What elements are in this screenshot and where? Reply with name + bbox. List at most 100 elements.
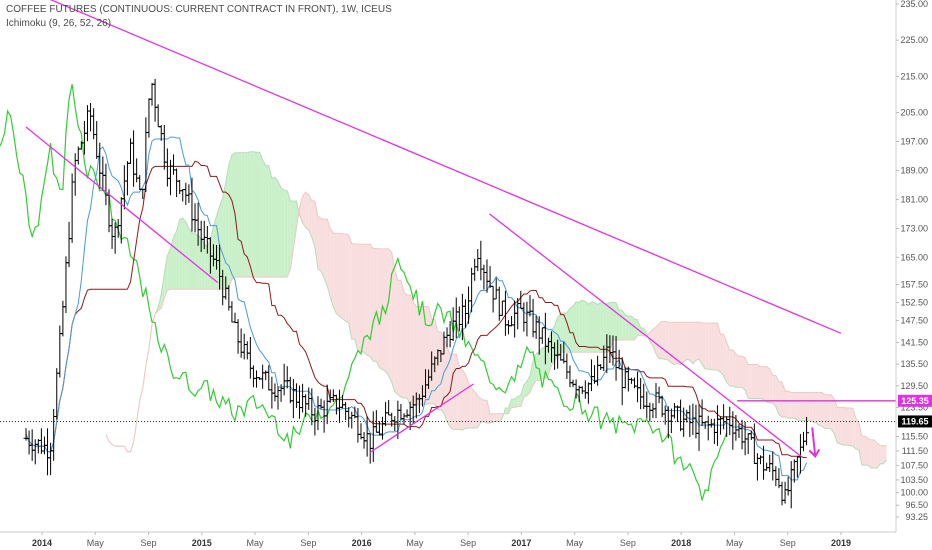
cloud-segment (674, 322, 678, 365)
cloud-segment (683, 322, 687, 362)
cloud-segment (788, 391, 792, 419)
cloud-segment (530, 360, 534, 393)
cloud-segment (717, 322, 721, 373)
cloud-segment (443, 337, 448, 422)
cloud-segment (849, 408, 853, 447)
cloud-segment (330, 228, 334, 308)
cloud-segment (191, 232, 196, 290)
cloud-segment (591, 302, 595, 353)
cloud-segment (772, 375, 776, 407)
cloud-segment (659, 321, 663, 359)
cloud-segment (757, 364, 761, 399)
cloud-segment (705, 322, 709, 370)
cloud-segment (794, 392, 798, 420)
cloud-segment (785, 391, 789, 419)
cloud-segment (287, 190, 291, 278)
y-tick-label: 111.50 (902, 446, 928, 456)
cloud-segment (868, 438, 872, 469)
cloud-segment (333, 233, 337, 314)
cloud-segment (385, 248, 389, 376)
cloud-segment (837, 407, 841, 444)
cloud-segment (542, 347, 546, 379)
y-tick-label: 123.50 (900, 403, 928, 413)
cloud-segment (400, 280, 405, 398)
indicator-label: Ichimoku (9, 26, 52, 26) (6, 18, 111, 29)
y-tick-label: 107.50 (900, 460, 928, 470)
cloud-segment (871, 439, 875, 469)
cloud-segment (425, 306, 429, 405)
cloud-segment (557, 312, 561, 357)
cloud-segment (883, 445, 887, 464)
cloud-segment (471, 388, 475, 428)
cloud-segment (505, 408, 509, 414)
cloud-segment (554, 317, 558, 362)
cloud-segment (453, 354, 457, 430)
cloud-segment (419, 306, 423, 405)
cloud-segment (619, 310, 623, 341)
cloud-segment (600, 302, 604, 353)
current-price-tag: 119.65 (898, 415, 932, 428)
x-tick-label: 2016 (352, 538, 372, 548)
x-tick-label: May (726, 538, 744, 548)
y-tick-label: 135.50 (900, 359, 928, 369)
x-tick-label: Sep (300, 538, 316, 548)
cloud-segment (327, 219, 331, 297)
cloud-segment (222, 182, 226, 290)
cloud-segment (864, 435, 869, 466)
ichimoku-cloud (105, 151, 887, 469)
cloud-segment (216, 205, 220, 290)
y-tick-label: 181.00 (900, 194, 928, 204)
cloud-segment (364, 244, 368, 356)
cloud-segment (238, 152, 242, 278)
cloud-segment (855, 417, 859, 450)
cloud-segment (447, 346, 451, 428)
cloud-segment (185, 221, 189, 290)
cloud-segment (874, 439, 878, 469)
cloud-segment (351, 243, 355, 340)
cloud-segment (668, 322, 672, 363)
cloud-segment (612, 302, 617, 341)
cloud-segment (763, 366, 767, 402)
cloud-segment (348, 234, 352, 340)
cloud-segment (284, 190, 288, 278)
cloud-segment (234, 152, 239, 278)
cloud-segment (164, 255, 168, 299)
cloud-segment (628, 316, 632, 340)
x-tick-label: May (406, 538, 424, 548)
cloud-segment (775, 375, 779, 415)
cloud-segment (569, 305, 574, 353)
cloud-segment (585, 301, 589, 353)
cloud-segment (680, 322, 684, 365)
current-price-label: 119.65 (901, 416, 928, 426)
cloud-segment (517, 395, 521, 407)
cloud-segment (493, 413, 497, 422)
cloud-segment (843, 407, 847, 446)
leading-span-b (105, 191, 887, 453)
cloud-segment (609, 302, 613, 352)
x-tick-label: 2015 (192, 538, 212, 548)
y-tick-label: 165.00 (900, 252, 928, 262)
cloud-segment (345, 233, 349, 324)
trendlines (25, 0, 896, 459)
cloud-segment (766, 366, 770, 403)
cloud-segment (293, 201, 297, 250)
cloud-segment (278, 181, 282, 278)
cloud-segment (536, 351, 540, 381)
cloud-segment (231, 152, 235, 280)
y-axis: 235.00 225.00 215.00 205.00 197.00 189.00 181.… (896, 0, 928, 522)
cloud-segment (413, 302, 417, 405)
cloud-segment (271, 177, 275, 278)
cloud-segment (692, 322, 696, 364)
y-tick-label: 189.00 (900, 165, 928, 175)
cloud-segment (573, 301, 577, 353)
cloud-segment (357, 244, 361, 352)
cloud-segment (821, 392, 826, 429)
cloud-segment (388, 248, 392, 383)
candles (23, 78, 810, 509)
y-tick-label: 141.50 (900, 337, 928, 347)
x-tick-label: May (87, 538, 105, 548)
cloud-segment (566, 308, 570, 353)
cloud-segment (459, 366, 463, 430)
cloud-segment (781, 381, 786, 417)
cloud-segment (397, 280, 401, 398)
